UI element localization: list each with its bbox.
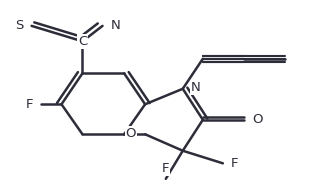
Text: C: C [78, 35, 87, 48]
Text: N: N [110, 19, 120, 32]
Text: F: F [231, 157, 238, 170]
Text: F: F [26, 98, 33, 111]
Text: F: F [162, 162, 170, 175]
Text: N: N [190, 81, 200, 94]
Text: S: S [16, 19, 24, 32]
Text: O: O [252, 113, 263, 126]
Text: O: O [125, 127, 136, 140]
